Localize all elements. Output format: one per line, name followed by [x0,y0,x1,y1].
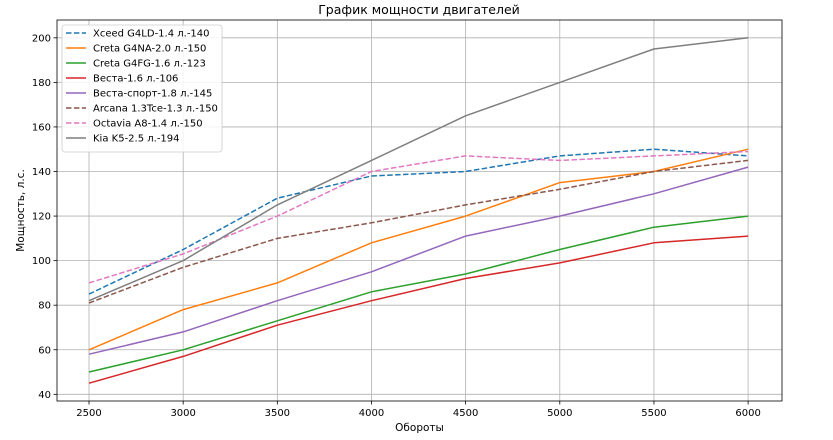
series-line-5 [88,166,749,355]
y-tick-label: 160 [32,122,51,133]
x-tick-label: 3000 [170,408,195,419]
y-tick-label: 80 [38,301,51,312]
series-line-1 [88,148,749,295]
x-tick-label: 4000 [359,408,384,419]
legend-entry: Arcana 1.3Tce-1.3 л.-150 [93,104,218,115]
series-line-4 [88,235,749,384]
y-tick-label: 140 [32,167,51,178]
legend-entry: Kia K5-2.5 л.-194 [93,134,180,145]
x-tick-label: 6000 [735,408,760,419]
legend-box [61,24,223,153]
plot-frame [56,19,783,402]
series-line-2 [88,148,749,351]
series-line-3 [88,215,749,373]
y-tick-label: 60 [38,345,51,356]
x-axis-ticks: 2500 3000 3500 4000 4500 5000 5500 6000 [76,401,761,419]
x-tick-label: 5500 [641,408,666,419]
y-tick-label: 180 [32,78,51,89]
grid [57,20,782,401]
legend-entry: Xceed G4LD-1.4 л.-140 [93,29,210,40]
series-line-6 [88,159,749,304]
series-line-8 [88,37,749,302]
y-tick-label: 120 [32,212,51,223]
x-tick-label: 3500 [265,408,290,419]
x-tick-label: 4500 [453,408,478,419]
x-tick-label: 2500 [76,408,101,419]
legend-entry: Веста-1.6 л.-106 [93,74,178,85]
series-line-7 [88,150,749,284]
chart-title: График мощности двигателей [318,2,520,17]
y-axis-ticks: 40 60 80 100 120 140 160 180 200 [32,33,57,401]
legend-entry: Creta G4NA-2.0 л.-150 [93,44,206,55]
x-axis-label: Обороты [395,422,444,434]
legend-entry: Веста-спорт-1.8 л.-145 [93,89,212,100]
series-lines [88,37,749,384]
legend-entry: Creta G4FG-1.6 л.-123 [93,59,206,70]
y-tick-label: 40 [38,390,51,401]
y-axis-label: Мощность, л.с. [15,169,27,252]
legend-entry: Octavia A8-1.4 л.-150 [93,119,203,130]
legend: Xceed G4LD-1.4 л.-140 Creta G4NA-2.0 л.-1… [61,24,223,153]
y-tick-label: 200 [32,33,51,44]
y-tick-label: 100 [32,256,51,267]
x-tick-label: 5000 [547,408,572,419]
